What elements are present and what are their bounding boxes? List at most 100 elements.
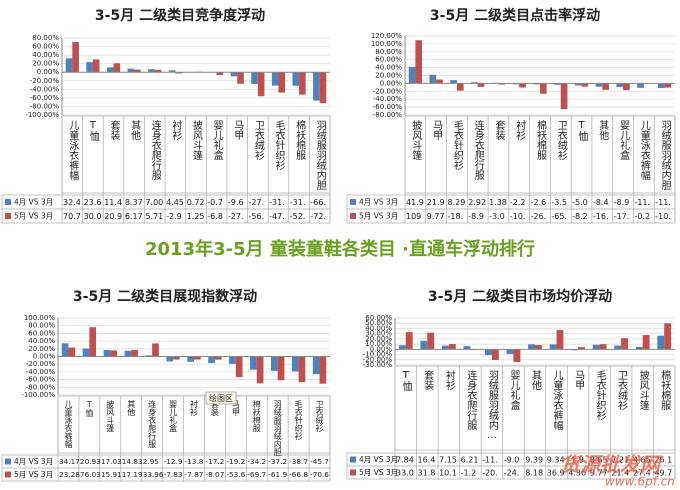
x-tick-label: 卫衣绒衫: [616, 370, 628, 411]
legend-key: [350, 469, 356, 476]
y-tick-label: -20.00%: [373, 87, 403, 95]
x-tick-label: 其他: [597, 120, 609, 141]
table-value: 15.91: [101, 470, 122, 479]
watermark: 货源批发网: [560, 453, 663, 477]
x-tick-label: 婴儿礼盒: [508, 370, 520, 410]
bar: [448, 344, 456, 350]
y-tick-label: -80.00%: [30, 102, 60, 110]
bar: [65, 58, 73, 73]
bar: [560, 83, 568, 110]
table-value: 17.03: [101, 457, 122, 466]
table-value: 109: [406, 212, 421, 221]
x-tick-label: T恤: [87, 120, 99, 142]
x-tick-label: 卫衣绒衫: [252, 120, 264, 161]
table-value: -66.: [310, 198, 326, 207]
table-value: -17.2: [205, 457, 224, 466]
table-value: -9.6: [228, 198, 244, 207]
bar: [574, 83, 582, 86]
bar: [429, 74, 437, 84]
y-tick-label: 80.00%: [375, 48, 402, 56]
table-value: 0.72: [187, 198, 205, 207]
bar: [540, 83, 547, 94]
bar: [230, 72, 238, 77]
table-value: 11.4: [104, 198, 122, 207]
bar: [471, 82, 478, 84]
y-tick-label: 50.00%: [365, 319, 392, 327]
bar: [657, 335, 665, 350]
bar: [319, 72, 327, 104]
table-value: 2.92: [468, 198, 486, 207]
table-value: -27.: [249, 198, 265, 207]
bar: [86, 62, 93, 73]
x-tick-label: 儿童泳衣裤幅: [638, 120, 650, 181]
x-tick-label: 棉袄棉服: [659, 369, 671, 411]
bar: [621, 338, 629, 350]
y-tick-label: -40.00%: [30, 85, 60, 93]
y-tick-label: -20.00%: [26, 360, 56, 368]
bar: [124, 350, 132, 357]
bar: [92, 59, 100, 73]
table-value: 21.9: [427, 198, 445, 207]
y-tick-label: -60.00%: [373, 103, 403, 111]
y-tick-label: 80.00%: [28, 322, 55, 330]
table-value: -7.83: [164, 470, 183, 479]
chart-title: 3-5月 二级类目展现指数浮动: [73, 288, 257, 305]
chart-title: 3-5月 二级类目点击率浮动: [430, 7, 600, 24]
x-tick-label: 套装: [108, 119, 120, 141]
table-value: 23.28: [59, 470, 80, 479]
bar: [513, 349, 521, 363]
table-value: 21.4: [611, 469, 629, 478]
table-value: -11.: [482, 456, 498, 465]
bar: [127, 68, 135, 73]
bar: [106, 67, 114, 73]
x-tick-label: 羽绒服羽绒内胆: [314, 120, 326, 191]
bar: [299, 72, 306, 95]
table-value: 30.0: [84, 212, 102, 221]
bar: [61, 343, 69, 357]
table-value: -5.0: [572, 198, 588, 207]
table-value: -45.7: [310, 457, 329, 466]
table-value: -70.6: [310, 470, 329, 479]
bar: [72, 41, 79, 73]
bar: [173, 356, 180, 360]
bar: [549, 344, 557, 350]
x-tick-label: 卫衣绒衫: [315, 400, 324, 433]
table-value: -66.8: [289, 470, 308, 479]
table-value: 7.00: [145, 198, 163, 207]
legend-label: 5月 VS 3月: [14, 212, 53, 221]
table-value: -61.9: [268, 470, 287, 479]
bar: [635, 346, 643, 350]
bar: [420, 340, 428, 350]
legend-label: 4月 VS 3月: [14, 198, 53, 207]
bar: [599, 344, 607, 350]
table-value: -7.87: [185, 470, 204, 479]
bar: [535, 345, 542, 350]
bar: [623, 83, 630, 91]
table-value: 20.93: [80, 457, 101, 466]
bar: [408, 66, 416, 84]
table-value: 4.65: [633, 456, 651, 465]
bar: [498, 83, 506, 85]
table-value: -3.5: [551, 198, 567, 207]
x-tick-label: 连身衣爬行服: [149, 119, 161, 181]
legend-label: 4月 VS 3月: [359, 198, 398, 207]
y-tick-label: 0.00%: [370, 345, 393, 353]
table-value: 8.37: [125, 198, 143, 207]
x-tick-label: 套装: [493, 119, 505, 141]
y-tick-label: -60.00%: [30, 94, 60, 102]
bar: [250, 356, 257, 370]
x-tick-label: 羽绒服羽绒内胆: [659, 120, 671, 191]
bar: [68, 347, 76, 357]
bar: [312, 356, 320, 375]
table-value: -72.: [310, 212, 326, 221]
bar: [175, 72, 182, 74]
bar: [637, 83, 644, 88]
table-value: -9.0: [504, 456, 520, 465]
bar: [657, 83, 665, 88]
y-tick-label: 80.00%: [32, 34, 59, 42]
y-tick-label: 20.00%: [28, 345, 55, 353]
table-value: -0.2: [634, 212, 650, 221]
x-tick-label: 儿童泳衣裤幅: [551, 370, 563, 431]
y-tick-label: -100.00%: [21, 391, 55, 399]
